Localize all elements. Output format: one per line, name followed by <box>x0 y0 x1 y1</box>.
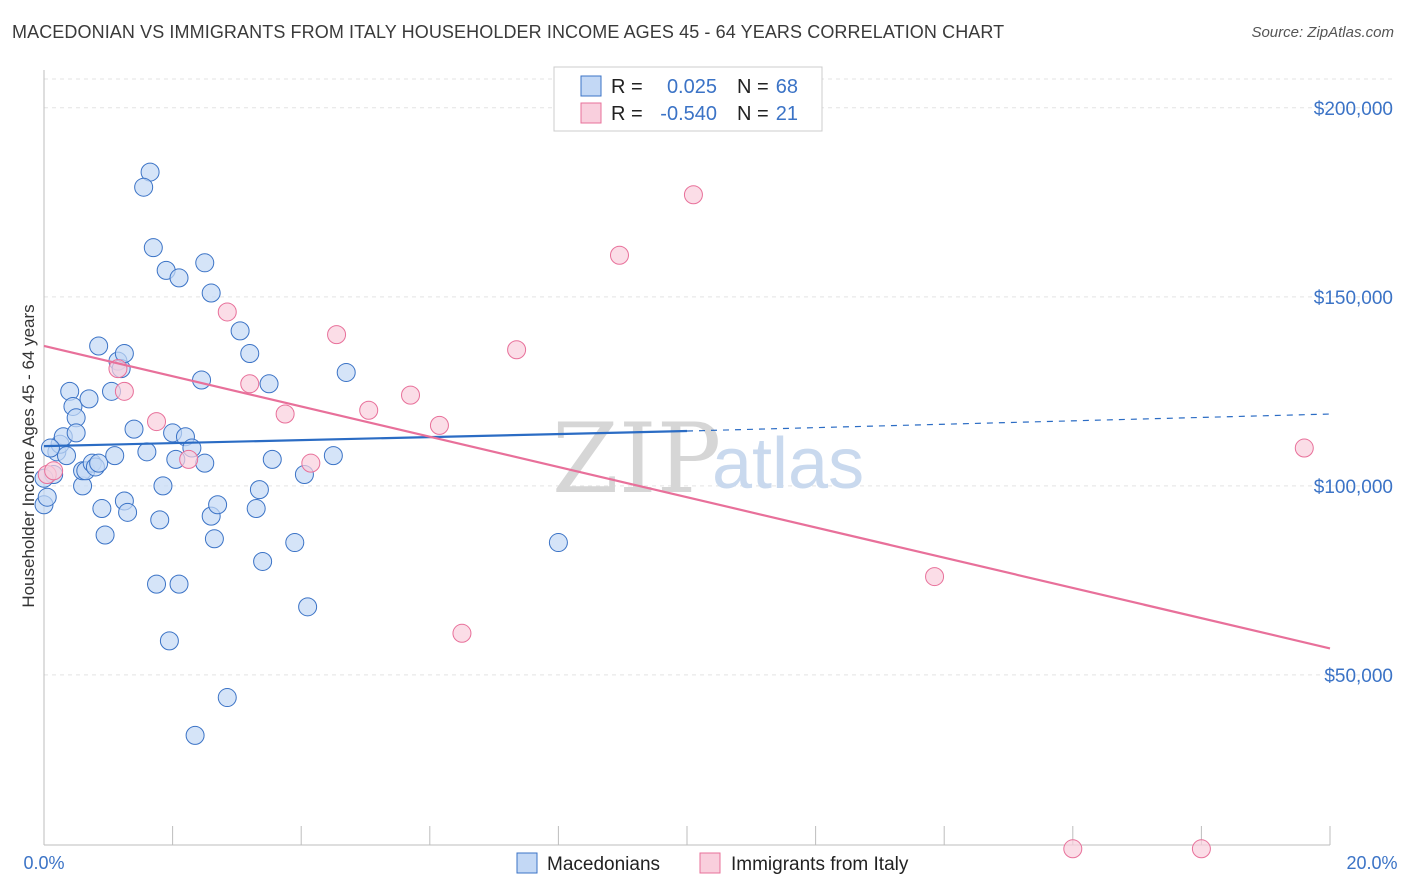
legend-n-value-blue: 68 <box>776 76 798 98</box>
point-italy <box>359 400 379 420</box>
point-macedonian <box>40 438 60 458</box>
point-italy <box>179 449 199 469</box>
point-macedonian <box>217 688 237 708</box>
point-macedonian <box>195 253 215 273</box>
point-macedonian <box>124 419 144 439</box>
y-tick-label: $50,000 <box>1324 666 1393 687</box>
point-italy <box>1294 438 1314 458</box>
point-macedonian <box>153 476 173 496</box>
point-macedonian <box>37 487 57 507</box>
point-italy <box>507 340 527 360</box>
legend-r-label-pink: R = <box>611 103 643 125</box>
point-italy <box>1191 839 1211 859</box>
point-macedonian <box>204 529 224 549</box>
point-macedonian <box>169 268 189 288</box>
point-macedonian <box>262 449 282 469</box>
point-italy <box>275 404 295 424</box>
series-macedonians <box>34 162 568 745</box>
bottom-legend-swatch-blue <box>516 852 538 874</box>
point-macedonian <box>95 525 115 545</box>
point-italy <box>1063 839 1083 859</box>
point-macedonian <box>66 423 86 443</box>
point-italy <box>925 567 945 587</box>
watermark-zip: ZIP <box>552 403 721 515</box>
trend-line-italy <box>43 344 1331 650</box>
point-macedonian <box>201 283 221 303</box>
bottom-legend-label-pink: Immigrants from Italy <box>731 854 909 875</box>
watermark: ZIP atlas <box>552 403 864 515</box>
point-macedonian <box>134 177 154 197</box>
point-italy <box>147 412 167 432</box>
watermark-atlas: atlas <box>712 424 864 504</box>
point-italy <box>401 385 421 405</box>
chart-title: MACEDONIAN VS IMMIGRANTS FROM ITALY HOUS… <box>12 22 1005 42</box>
y-tick-label: $100,000 <box>1314 477 1393 498</box>
y-tick-label: $200,000 <box>1314 99 1393 120</box>
legend-swatch-pink <box>580 102 602 124</box>
point-macedonian <box>89 336 109 356</box>
legend: R = 0.025 N = 68 R = -0.540 N = 21 <box>553 66 823 132</box>
point-italy <box>301 453 321 473</box>
y-axis-label: Householder Income Ages 45 - 64 years <box>19 304 38 607</box>
y-tick-label: $150,000 <box>1314 288 1393 309</box>
bottom-legend-label-blue: Macedonians <box>547 854 660 875</box>
point-macedonian <box>150 510 170 530</box>
point-macedonian <box>323 446 343 466</box>
point-macedonian <box>259 374 279 394</box>
legend-r-value-pink: -0.540 <box>660 103 717 125</box>
legend-n-label-pink: N = <box>737 103 769 125</box>
trend-line-macedonians <box>43 429 688 448</box>
point-macedonian <box>249 480 269 500</box>
point-macedonian <box>298 597 318 617</box>
legend-swatch-blue <box>580 75 602 97</box>
point-macedonian <box>57 446 77 466</box>
point-macedonian <box>159 631 179 651</box>
source-label: Source: ZipAtlas.com <box>1251 24 1394 41</box>
point-macedonian <box>79 389 99 409</box>
point-macedonian <box>208 495 228 515</box>
point-macedonian <box>105 446 125 466</box>
legend-n-value-pink: 21 <box>776 103 798 125</box>
point-macedonian <box>253 551 273 571</box>
y-tick-labels: $200,000 $150,000 $100,000 $50,000 <box>1314 99 1393 687</box>
point-italy <box>452 623 472 643</box>
point-italy <box>327 325 347 345</box>
trend-line-macedonians-dashed <box>686 413 1331 432</box>
point-macedonian <box>92 499 112 519</box>
point-macedonian <box>147 574 167 594</box>
point-italy <box>217 302 237 322</box>
point-italy <box>240 374 260 394</box>
point-macedonian <box>143 238 163 258</box>
point-macedonian <box>285 533 305 553</box>
legend-r-value-blue: 0.025 <box>667 76 717 98</box>
point-macedonian <box>548 533 568 553</box>
point-macedonian <box>246 499 266 519</box>
point-macedonian <box>195 453 215 473</box>
point-macedonian <box>89 453 109 473</box>
point-italy <box>429 415 449 435</box>
point-italy <box>609 245 629 265</box>
x-ticks <box>43 826 1331 845</box>
bottom-legend-swatch-pink <box>699 852 721 874</box>
point-italy <box>683 185 703 205</box>
point-macedonian <box>230 321 250 341</box>
point-macedonian <box>169 574 189 594</box>
trend-lines <box>43 344 1331 650</box>
series-italy <box>37 185 1314 859</box>
x-tick-label-min: 0.0% <box>23 853 64 873</box>
point-macedonian <box>137 442 157 462</box>
point-italy <box>44 461 64 481</box>
point-macedonian <box>240 344 260 364</box>
legend-n-label-blue: N = <box>737 76 769 98</box>
bottom-legend: Macedonians Immigrants from Italy <box>516 852 909 875</box>
x-tick-label-max: 20.0% <box>1346 853 1397 873</box>
point-macedonian <box>118 502 138 522</box>
point-italy <box>114 381 134 401</box>
point-macedonian <box>185 725 205 745</box>
point-macedonian <box>192 370 212 390</box>
point-macedonian <box>336 362 356 382</box>
legend-r-label-blue: R = <box>611 76 643 98</box>
